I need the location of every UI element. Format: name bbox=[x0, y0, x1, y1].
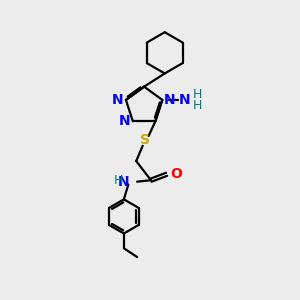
Text: N: N bbox=[112, 93, 124, 107]
Text: S: S bbox=[140, 134, 150, 148]
Text: N: N bbox=[118, 175, 130, 189]
Text: N: N bbox=[178, 93, 190, 107]
Text: N: N bbox=[119, 114, 130, 128]
Text: N: N bbox=[164, 93, 176, 107]
Text: O: O bbox=[170, 167, 182, 181]
Text: H: H bbox=[114, 174, 123, 187]
Text: H: H bbox=[193, 88, 202, 101]
Text: H: H bbox=[193, 99, 202, 112]
